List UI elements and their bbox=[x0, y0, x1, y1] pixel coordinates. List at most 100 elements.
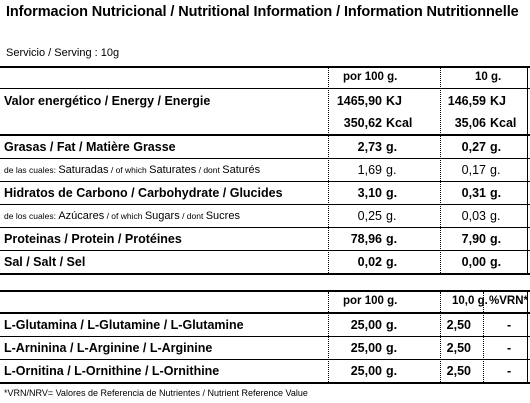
divider bbox=[440, 292, 441, 382]
ornithine-unit: g. bbox=[386, 364, 398, 378]
glutamine-serving: 2,50 bbox=[446, 318, 471, 332]
energy-kj-row: Valor energético / Energy / Energie 1465… bbox=[0, 90, 530, 112]
sugars-unit: g. bbox=[386, 209, 397, 223]
divider bbox=[527, 66, 528, 275]
sugars-label-part: de los cuales: bbox=[4, 211, 59, 221]
saturates-label-part: Saturés bbox=[222, 164, 261, 176]
divider bbox=[328, 68, 329, 273]
arginine-vrn: - bbox=[507, 341, 512, 355]
divider bbox=[0, 250, 530, 251]
t2-col-vrn-header: %VRN* bbox=[489, 295, 528, 307]
table1-header-row: por 100 g. 10 g. bbox=[0, 68, 530, 88]
carbohydrate-unit: g. bbox=[386, 186, 398, 200]
saturates-unit-2: g. bbox=[490, 163, 501, 177]
divider bbox=[0, 181, 530, 182]
divider bbox=[0, 336, 530, 337]
divider bbox=[0, 158, 530, 159]
t2-col-serving-header: 10,0 g. bbox=[452, 295, 488, 307]
salt-unit-2: g. bbox=[490, 255, 502, 269]
saturates-row: de las cuales: Saturadas / of which Satu… bbox=[0, 159, 530, 181]
ornithine-per100: 25,00 bbox=[350, 364, 382, 378]
table1-top-border bbox=[0, 66, 530, 68]
salt-unit: g. bbox=[386, 255, 398, 269]
col-serving-header: 10 g. bbox=[475, 71, 502, 83]
energy-kcal-per100: 350,62 bbox=[343, 116, 382, 130]
ornithine-vrn: - bbox=[507, 364, 512, 378]
arginine-serving: 2,50 bbox=[446, 341, 471, 355]
carbohydrate-label: Hidratos de Carbono / Carbohydrate / Glu… bbox=[4, 186, 283, 200]
sugars-per100: 0,25 bbox=[357, 209, 382, 223]
divider bbox=[483, 292, 484, 382]
saturates-per100: 1,69 bbox=[357, 163, 382, 177]
energy-label: Valor energético / Energy / Energie bbox=[4, 94, 211, 108]
energy-kj-per100: 1465,90 bbox=[336, 94, 382, 108]
glutamine-per100: 25,00 bbox=[350, 318, 382, 332]
saturates-label-part: de las cuales: bbox=[4, 165, 59, 175]
saturates-label: de las cuales: Saturadas / of which Satu… bbox=[4, 164, 260, 176]
divider bbox=[0, 204, 530, 205]
divider bbox=[0, 273, 530, 275]
carbohydrate-unit-2: g. bbox=[490, 186, 502, 200]
divider bbox=[0, 88, 530, 89]
glutamine-unit: g. bbox=[386, 318, 398, 332]
salt-label: Sal / Salt / Sel bbox=[4, 255, 86, 269]
carbohydrate-row: Hidratos de Carbono / Carbohydrate / Glu… bbox=[0, 182, 530, 204]
energy-kcal-unit: Kcal bbox=[386, 116, 413, 130]
divider bbox=[0, 382, 530, 384]
table2-top-border bbox=[0, 290, 530, 292]
saturates-serving: 0,17 bbox=[461, 163, 486, 177]
fat-serving: 0,27 bbox=[461, 140, 486, 154]
serving-size: Servicio / Serving : 10g bbox=[6, 47, 120, 59]
energy-kcal-unit-2: Kcal bbox=[490, 116, 517, 130]
arginine-unit: g. bbox=[386, 341, 398, 355]
arginine-per100: 25,00 bbox=[350, 341, 382, 355]
fat-unit-2: g. bbox=[490, 140, 502, 154]
fat-per100: 2,73 bbox=[357, 140, 382, 154]
protein-label: Proteinas / Protein / Protéines bbox=[4, 232, 182, 246]
divider bbox=[440, 68, 441, 273]
ornithine-label: L-Ornitina / L-Ornithine / L-Ornithine bbox=[4, 364, 220, 378]
protein-unit-2: g. bbox=[490, 232, 502, 246]
glutamine-label: L-Glutamina / L-Glutamine / L-Glutamine bbox=[4, 318, 244, 332]
arginine-row: L-Arninina / L-Arginine / L-Arginine 25,… bbox=[0, 337, 530, 359]
salt-row: Sal / Salt / Sel 0,02 g. 0,00 g. bbox=[0, 251, 530, 273]
sugars-label: de los cuales: Azúcares / of which Sugar… bbox=[4, 210, 240, 222]
protein-per100: 78,96 bbox=[350, 232, 382, 246]
arginine-label: L-Arninina / L-Arginine / L-Arginine bbox=[4, 341, 213, 355]
salt-serving: 0,00 bbox=[461, 255, 486, 269]
divider bbox=[0, 359, 530, 360]
saturates-label-part: / of which bbox=[108, 165, 150, 175]
col-per100-header: por 100 g. bbox=[343, 71, 398, 83]
sugars-label-part: / of which bbox=[104, 211, 145, 221]
salt-per100: 0,02 bbox=[357, 255, 382, 269]
divider bbox=[527, 290, 528, 384]
glutamine-vrn: - bbox=[507, 318, 512, 332]
protein-unit: g. bbox=[386, 232, 398, 246]
divider bbox=[328, 292, 329, 382]
ornithine-serving: 2,50 bbox=[446, 364, 471, 378]
footnote: *VRN/NRV= Valores de Referencia de Nutri… bbox=[4, 388, 308, 398]
saturates-label-part: Saturates bbox=[149, 164, 197, 176]
divider bbox=[0, 134, 530, 136]
protein-serving: 7,90 bbox=[461, 232, 486, 246]
fat-unit: g. bbox=[386, 140, 398, 154]
sugars-unit-2: g. bbox=[490, 209, 501, 223]
divider bbox=[0, 227, 530, 228]
sugars-label-part: Sugars bbox=[144, 210, 180, 222]
divider bbox=[0, 312, 530, 314]
energy-kj-unit-2: KJ bbox=[490, 94, 506, 108]
saturates-unit: g. bbox=[386, 163, 397, 177]
ornithine-row: L-Ornitina / L-Ornithine / L-Ornithine 2… bbox=[0, 360, 530, 382]
energy-kcal-row: 350,62 Kcal 35,06 Kcal bbox=[0, 112, 530, 134]
sugars-label-part: / dont bbox=[179, 211, 206, 221]
saturates-label-part: Saturadas bbox=[58, 164, 109, 176]
sugars-row: de los cuales: Azúcares / of which Sugar… bbox=[0, 205, 530, 227]
fat-label: Grasas / Fat / Matière Grasse bbox=[4, 140, 176, 154]
glutamine-row: L-Glutamina / L-Glutamine / L-Glutamine … bbox=[0, 314, 530, 336]
saturates-label-part: / dont bbox=[196, 165, 223, 175]
energy-kj-serving: 146,59 bbox=[447, 94, 486, 108]
carbohydrate-per100: 3,10 bbox=[357, 186, 382, 200]
sugars-label-part: Azúcares bbox=[58, 210, 105, 222]
energy-kcal-serving: 35,06 bbox=[454, 116, 486, 130]
page-title: Informacion Nutricional / Nutritional In… bbox=[6, 4, 519, 20]
